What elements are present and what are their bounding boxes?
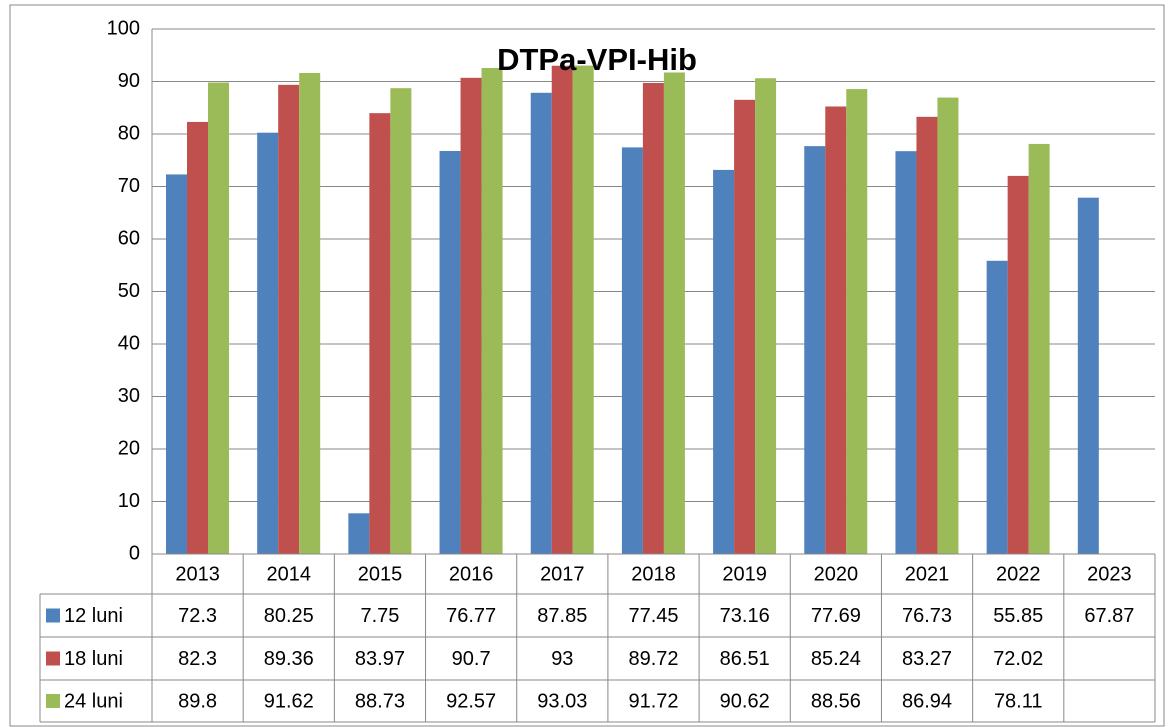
- table-cell: 7.75: [360, 605, 399, 627]
- bar: [551, 65, 573, 554]
- table-cell: 72.02: [993, 648, 1043, 670]
- table-cell: 86.51: [720, 648, 770, 670]
- bar: [530, 92, 552, 554]
- x-tick-label: 2023: [1087, 563, 1132, 585]
- bar: [390, 88, 412, 554]
- y-tick-label: 100: [107, 17, 140, 39]
- bar: [804, 146, 826, 554]
- x-tick-label: 2018: [631, 563, 676, 585]
- y-tick-label: 40: [118, 332, 140, 354]
- table-cell: 91.62: [264, 690, 314, 712]
- table-cell: 80.25: [264, 605, 314, 627]
- legend-key: [46, 694, 60, 708]
- table-cell: 93: [551, 648, 573, 670]
- table-cell: 88.73: [355, 690, 405, 712]
- table-cell: 55.85: [993, 605, 1043, 627]
- table-cell: 92.57: [446, 690, 496, 712]
- y-tick-label: 10: [118, 490, 140, 512]
- table-cell: 90.62: [720, 690, 770, 712]
- bar: [895, 151, 917, 555]
- bar: [1077, 197, 1099, 554]
- bars: [166, 65, 1099, 555]
- y-tick-label: 50: [118, 280, 140, 302]
- table-cell: 89.36: [264, 648, 314, 670]
- legend-label: 12 luni: [64, 605, 123, 627]
- x-tick-label: 2021: [905, 563, 950, 585]
- legend-key: [46, 608, 60, 623]
- chart-title: DTPa-VPI-Hib: [497, 42, 697, 77]
- table-cell: 72.3: [178, 605, 217, 627]
- x-tick-label: 2022: [996, 563, 1041, 585]
- bar: [481, 68, 503, 554]
- x-tick-label: 2020: [814, 563, 859, 585]
- x-tick-label: 2016: [449, 563, 494, 585]
- x-tick-label: 2014: [267, 563, 312, 585]
- bar: [755, 78, 777, 555]
- table-cell: 89.8: [178, 690, 217, 712]
- table-cell: 83.97: [355, 648, 405, 670]
- bar: [439, 150, 461, 554]
- bar: [187, 121, 208, 555]
- table-cell: 77.45: [628, 605, 678, 627]
- table-cell: 67.87: [1084, 605, 1134, 627]
- bar: [460, 77, 482, 554]
- x-tick-label: 2015: [358, 563, 403, 585]
- legend-label: 18 luni: [64, 648, 123, 670]
- bar: [369, 113, 391, 554]
- table-cell: 82.3: [178, 648, 217, 670]
- y-tick-label: 0: [129, 542, 140, 564]
- bar: [257, 132, 279, 554]
- bar: [846, 89, 868, 554]
- bar: [916, 116, 938, 555]
- bar: [348, 513, 370, 554]
- bar: [299, 72, 321, 555]
- x-tick-label: 2019: [722, 563, 767, 585]
- bar: [825, 106, 847, 555]
- bar: [1028, 143, 1050, 555]
- table-cell: 77.69: [811, 605, 861, 627]
- table-cell: 76.77: [446, 605, 496, 627]
- bar: [208, 82, 229, 555]
- table-cell: 83.27: [902, 648, 952, 670]
- bar: [937, 97, 959, 554]
- data-table: 2013 72.3 82.3 89.8 2014 80.25 89.36 91.62 2015 7…: [39, 553, 1156, 723]
- bar: [572, 65, 594, 554]
- bar: [986, 260, 1008, 554]
- table-cell: 88.56: [811, 690, 861, 712]
- table-cell: 76.73: [902, 605, 952, 627]
- table-cell: 89.72: [628, 648, 678, 670]
- x-tick-label: 2013: [175, 563, 220, 585]
- table-cell: 73.16: [720, 605, 770, 627]
- bar: [621, 147, 643, 554]
- table-cell: 85.24: [811, 648, 861, 670]
- bar: [278, 84, 300, 555]
- y-tick-label: 60: [118, 227, 140, 249]
- bar: [642, 82, 664, 554]
- table-cell: 87.85: [537, 605, 587, 627]
- bar: [1007, 175, 1029, 554]
- table-cell: 90.7: [452, 648, 491, 670]
- table-cell: 86.94: [902, 690, 952, 712]
- y-tick-label: 70: [118, 175, 140, 197]
- legend-label: 24 luni: [64, 690, 123, 712]
- legend-key: [46, 651, 60, 666]
- x-tick-label: 2017: [540, 563, 585, 585]
- bar: [166, 174, 187, 555]
- table-cell: 78.11: [994, 690, 1043, 712]
- table-cell: 91.72: [628, 690, 678, 712]
- y-tick-label: 90: [118, 70, 140, 92]
- y-tick-label: 30: [118, 385, 140, 407]
- bar: [663, 72, 685, 554]
- bar: [713, 169, 735, 554]
- y-tick-label: 20: [118, 437, 140, 459]
- table-cell: 93.03: [537, 690, 587, 712]
- bar: [734, 99, 756, 554]
- y-tick-label: 80: [118, 122, 140, 144]
